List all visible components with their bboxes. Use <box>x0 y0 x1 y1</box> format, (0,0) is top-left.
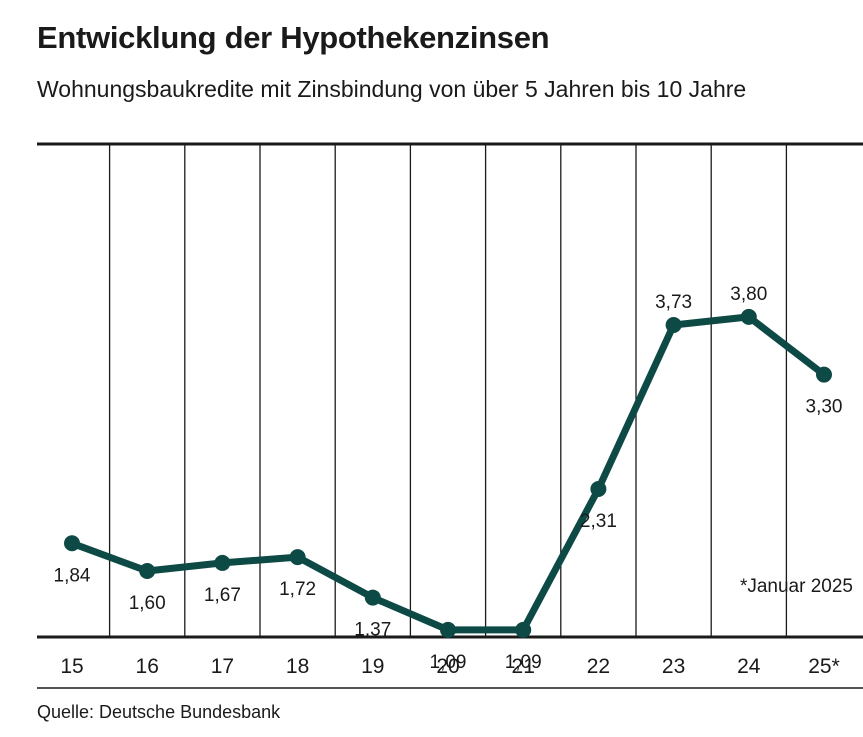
data-point <box>64 535 80 552</box>
data-point <box>590 480 607 497</box>
x-tick-label: 23 <box>662 655 685 678</box>
x-tick-label: 21 <box>512 655 535 678</box>
x-tick-label: 18 <box>286 655 309 678</box>
data-label: 1,67 <box>204 585 241 606</box>
data-label: 2,31 <box>580 511 617 532</box>
x-tick-label: 20 <box>436 655 459 678</box>
chart-title: Entwicklung der Hypothekenzinsen <box>37 20 550 55</box>
x-tick-label: 15 <box>60 655 83 678</box>
data-label: 1,09 <box>505 652 542 673</box>
x-tick-label: 25* <box>808 655 840 678</box>
data-point <box>214 554 231 571</box>
data-label: 1,37 <box>354 620 391 641</box>
data-point <box>515 621 532 638</box>
data-label: 1,84 <box>54 565 91 586</box>
x-tick-label: 22 <box>587 655 610 678</box>
data-point <box>816 366 832 383</box>
data-point <box>665 316 682 333</box>
data-label: 3,80 <box>730 284 767 305</box>
x-tick-labels: 15 16 17 18 19 20 21 22 23 24 25* <box>60 655 839 678</box>
chart-subtitle: Wohnungsbaukredite mit Zinsbindung von ü… <box>37 76 747 102</box>
data-point <box>440 621 456 638</box>
x-tick-label: 24 <box>737 655 761 678</box>
data-points <box>64 308 832 638</box>
data-label: 1,60 <box>129 593 166 614</box>
data-label: 1,09 <box>430 652 467 673</box>
data-label: 3,30 <box>806 397 843 418</box>
data-label: 3,73 <box>655 292 692 313</box>
source-note: Quelle: Deutsche Bundesbank <box>37 702 281 722</box>
x-tick-label: 19 <box>361 655 384 678</box>
data-point <box>139 563 156 579</box>
footnote: *Januar 2025 <box>740 576 853 597</box>
data-label: 1,72 <box>279 579 316 600</box>
x-tick-label: 17 <box>211 655 234 678</box>
data-point <box>289 549 306 566</box>
x-tick-label: 16 <box>136 655 159 678</box>
data-labels: 1,84 1,60 1,67 1,72 1,37 1,09 1,09 2,31 3,73 3,80… <box>54 284 843 673</box>
data-point <box>740 308 757 325</box>
data-point <box>364 589 381 606</box>
